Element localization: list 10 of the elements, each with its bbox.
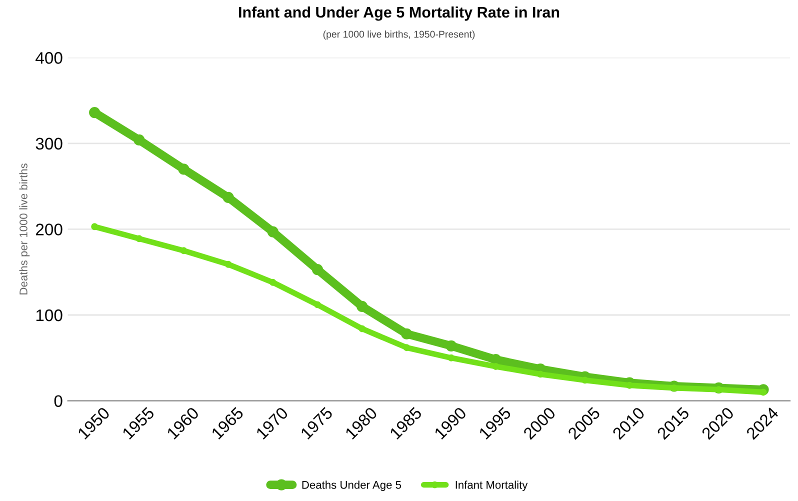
- y-tick-label: 200: [36, 224, 62, 236]
- y-tick-label: 400: [36, 52, 62, 64]
- y-tick-label: 100: [36, 309, 62, 322]
- y-tick-label: 300: [36, 138, 62, 150]
- y-tick-label: 0: [54, 395, 62, 408]
- chart-title: Infant and Under Age 5 Mortality Rate in Iran: [239, 6, 560, 21]
- legend-label: Infant Mortality: [456, 480, 528, 491]
- y-axis-title: Deaths per 1000 live births: [19, 164, 30, 294]
- legend-label: Deaths Under Age 5: [302, 480, 402, 491]
- chart-subtitle: (per 1000 live births, 1950-Present): [323, 30, 475, 40]
